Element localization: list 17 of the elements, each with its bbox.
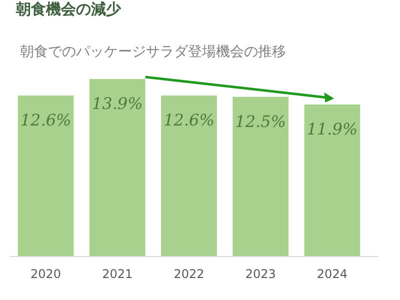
data-label: 11.9% <box>306 119 358 138</box>
bar <box>18 96 74 256</box>
x-tick-label: 2022 <box>174 267 204 281</box>
data-label: 12.6% <box>164 110 214 130</box>
x-tick-label: 2020 <box>30 267 62 281</box>
chart-title: 朝食機会の減少 <box>15 0 122 18</box>
x-tick-label: 2021 <box>102 267 133 281</box>
bar <box>232 96 289 256</box>
data-label: 13.9% <box>92 94 143 113</box>
bar <box>304 104 360 256</box>
x-tick-label: 2024 <box>316 267 348 281</box>
bar <box>161 96 217 256</box>
data-label: 12.5% <box>235 112 286 131</box>
chart-subtitle: 朝食でのパッケージサラダ登場機会の推移 <box>20 44 286 60</box>
bar <box>89 79 146 256</box>
x-tick-label: 2023 <box>245 267 276 281</box>
data-label: 12.6% <box>20 110 72 130</box>
